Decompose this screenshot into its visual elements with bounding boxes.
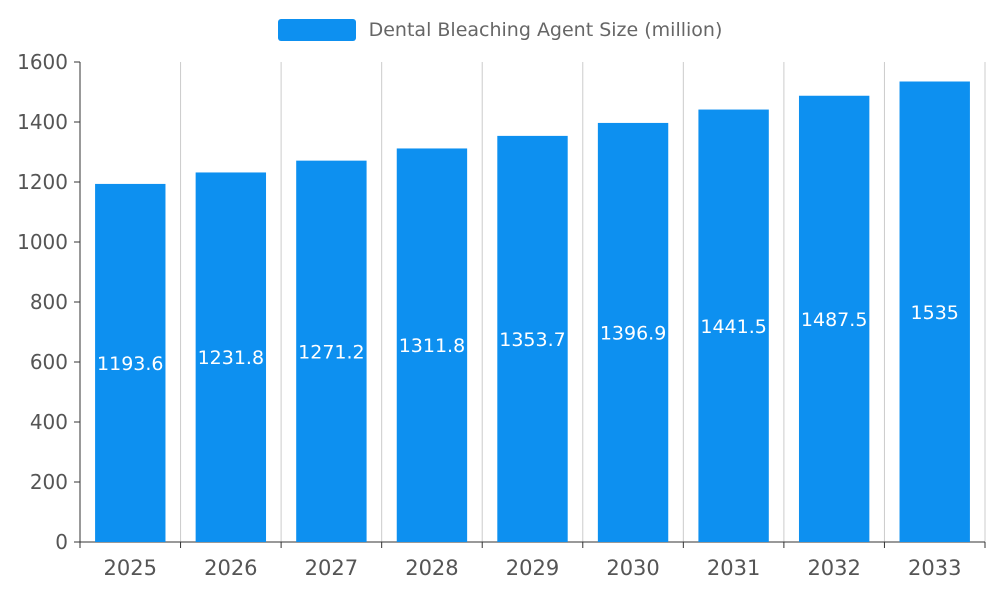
bar[interactable] xyxy=(698,109,769,543)
bar[interactable] xyxy=(899,81,970,543)
bar-label: 1441.5 xyxy=(700,316,766,338)
bar-label: 1396.9 xyxy=(600,322,666,344)
x-tick-label: 2025 xyxy=(104,556,157,580)
y-tick-label: 1400 xyxy=(17,110,68,134)
legend-item[interactable]: Dental Bleaching Agent Size (million) xyxy=(0,19,1000,41)
bar-label: 1535 xyxy=(911,302,959,324)
x-tick-label: 2027 xyxy=(305,556,358,580)
x-tick-label: 2031 xyxy=(707,556,760,580)
legend-label[interactable]: Dental Bleaching Agent Size (million) xyxy=(368,19,723,41)
bar-label: 1271.2 xyxy=(298,341,364,363)
bar[interactable] xyxy=(497,135,568,542)
y-tick-label: 400 xyxy=(30,410,68,434)
bar[interactable] xyxy=(296,160,367,542)
x-tick-label: 2033 xyxy=(908,556,961,580)
bar[interactable] xyxy=(597,122,669,543)
y-tick-label: 200 xyxy=(30,470,68,494)
bar[interactable] xyxy=(195,172,267,542)
bar-label: 1311.8 xyxy=(399,335,465,357)
legend-swatch[interactable] xyxy=(277,19,356,41)
x-tick-label: 2026 xyxy=(204,556,257,580)
x-tick-label: 2029 xyxy=(506,556,559,580)
x-tick-label: 2032 xyxy=(807,556,860,580)
y-tick-label: 1600 xyxy=(17,50,68,74)
bar-label: 1193.6 xyxy=(97,353,163,375)
y-tick-label: 0 xyxy=(55,530,68,554)
y-tick-label: 1200 xyxy=(17,170,68,194)
y-tick-label: 800 xyxy=(30,290,68,314)
y-tick-label: 1000 xyxy=(17,230,68,254)
bar[interactable] xyxy=(95,183,166,543)
bar-label: 1231.8 xyxy=(198,347,264,369)
bar-label: 1487.5 xyxy=(801,309,867,331)
x-tick-label: 2028 xyxy=(405,556,458,580)
bar[interactable] xyxy=(396,148,468,542)
bar[interactable] xyxy=(798,95,870,542)
x-tick-label: 2030 xyxy=(606,556,659,580)
y-tick-label: 600 xyxy=(30,350,68,374)
bar-label: 1353.7 xyxy=(499,329,565,351)
